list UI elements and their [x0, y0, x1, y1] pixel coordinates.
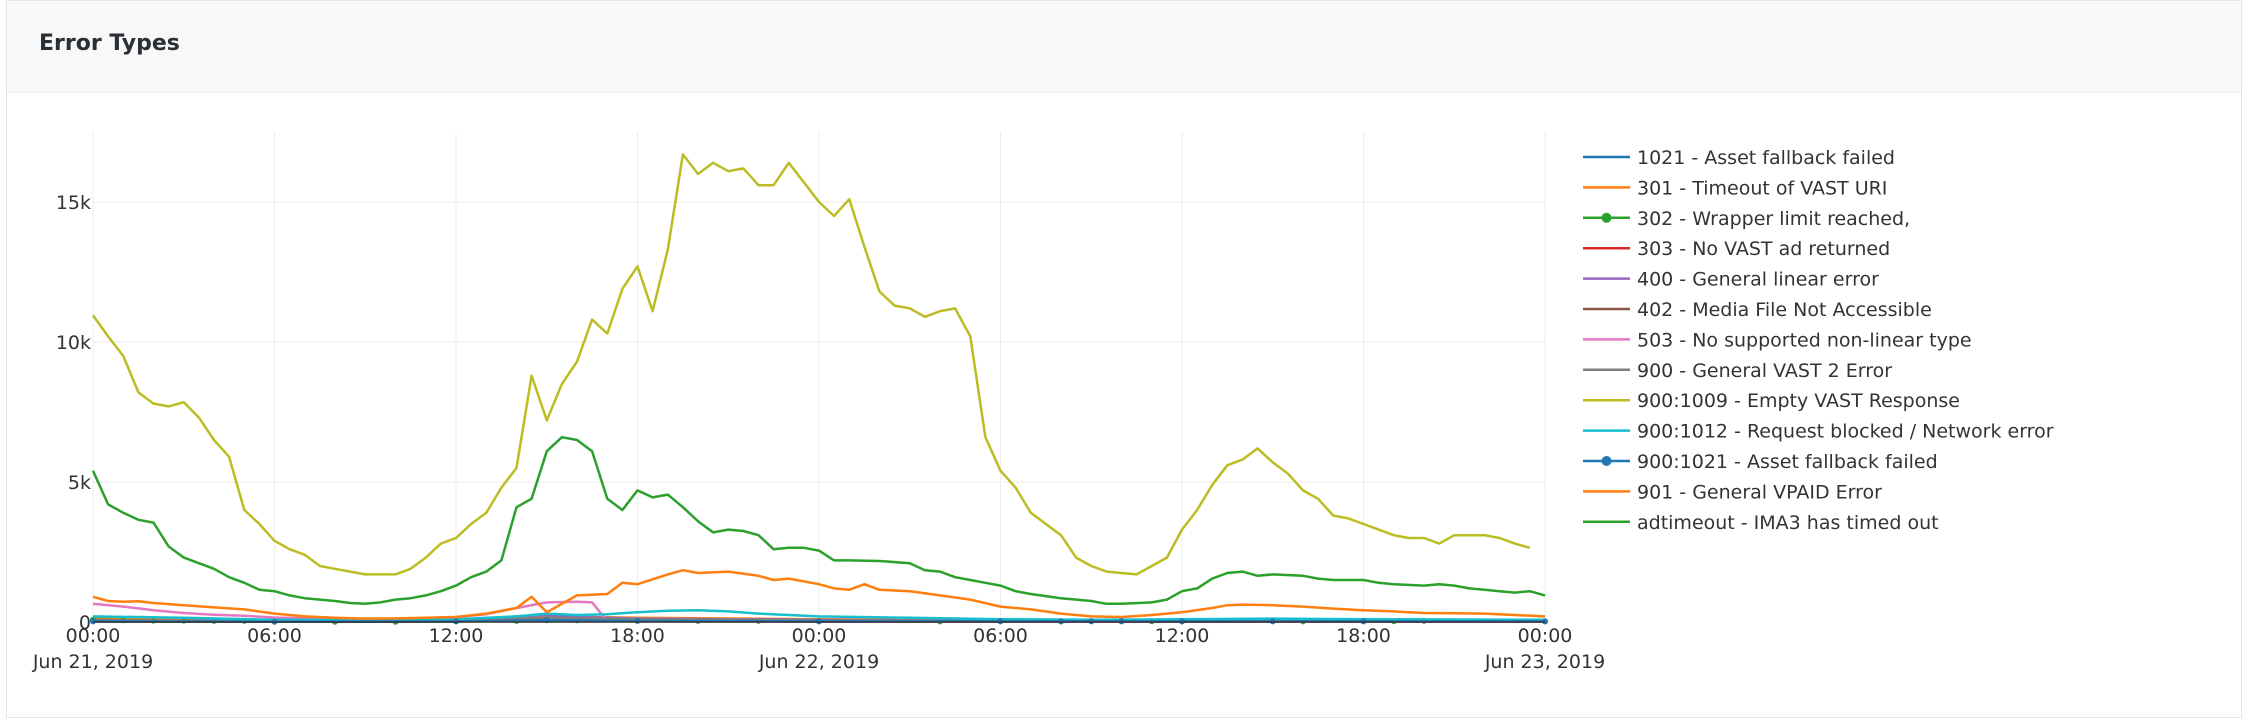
legend-item[interactable]: 303 - No VAST ad returned — [1583, 238, 1890, 260]
legend-item[interactable]: 901 - General VPAID Error — [1583, 481, 1882, 503]
x-tick-label: 12:00 — [429, 625, 484, 647]
legend-item[interactable]: 900 - General VAST 2 Error — [1583, 360, 1892, 382]
legend-item[interactable]: 301 - Timeout of VAST URI — [1583, 177, 1887, 199]
panel-header: Error Types — [7, 1, 2241, 93]
x-tick-label: 12:00 — [1155, 625, 1210, 647]
chart-grid — [92, 132, 1546, 622]
legend-marker — [1601, 456, 1612, 466]
x-tick-label: 18:00 — [610, 625, 665, 647]
series-point — [634, 617, 641, 624]
legend-label: 900:1009 - Empty VAST Response — [1637, 390, 1960, 412]
x-tick-date-label: Jun 21, 2019 — [32, 651, 153, 673]
series-line — [91, 153, 1531, 576]
chart-axes: 00:00 Jun 21, 2019 06:00 12:00 18:00 00:00 Jun… — [32, 192, 1605, 673]
series-point — [1088, 618, 1095, 625]
y-tick-label: 15k — [56, 192, 91, 214]
legend-label: 900:1021 - Asset fallback failed — [1637, 451, 1938, 473]
legend-label: 301 - Timeout of VAST URI — [1637, 177, 1887, 199]
series-line — [92, 568, 1546, 620]
chart-legend: 1021 - Asset fallback failed 301 - Timeou… — [1583, 147, 2054, 534]
legend-label: 303 - No VAST ad returned — [1637, 238, 1890, 260]
y-tick-label: 5k — [68, 472, 91, 494]
x-tick-date-label: Jun 23, 2019 — [1484, 651, 1605, 673]
legend-item[interactable]: 402 - Media File Not Accessible — [1583, 299, 1932, 321]
legend-label: 901 - General VPAID Error — [1637, 481, 1882, 503]
series-line — [92, 608, 1546, 622]
x-tick-label: 18:00 — [1336, 625, 1391, 647]
legend-label: adtimeout - IMA3 has timed out — [1637, 512, 1939, 534]
x-tick-label: 06:00 — [973, 625, 1028, 647]
legend-item[interactable]: 302 - Wrapper limit reached, — [1583, 208, 1910, 230]
panel-title: Error Types — [39, 31, 180, 56]
x-tick-label: 00:00 — [66, 625, 121, 647]
legend-marker — [1601, 212, 1612, 223]
legend-item[interactable]: 900:1021 - Asset fallback failed — [1583, 451, 1938, 473]
legend-label: 900:1012 - Request blocked / Network err… — [1637, 421, 2054, 443]
y-tick-label: 10k — [56, 332, 91, 354]
x-tick-label: 00:00 — [1518, 625, 1573, 647]
legend-label: 503 - No supported non-linear type — [1637, 329, 1972, 351]
x-tick-label: 00:00 — [792, 625, 847, 647]
legend-item[interactable]: adtimeout - IMA3 has timed out — [1583, 512, 1939, 534]
x-tick-label: 06:00 — [247, 625, 302, 647]
legend-label: 302 - Wrapper limit reached, — [1637, 208, 1910, 230]
legend-label: 400 - General linear error — [1637, 269, 1879, 291]
legend-label: 402 - Media File Not Accessible — [1637, 299, 1932, 321]
legend-item[interactable]: 503 - No supported non-linear type — [1583, 329, 1972, 351]
y-tick-label: 0 — [79, 612, 91, 634]
legend-item[interactable]: 900:1012 - Request blocked / Network err… — [1583, 421, 2054, 443]
legend-item[interactable]: 400 - General linear error — [1583, 269, 1879, 291]
legend-item[interactable]: 900:1009 - Empty VAST Response — [1583, 390, 1960, 412]
legend-label: 1021 - Asset fallback failed — [1637, 147, 1895, 169]
legend-item[interactable]: 1021 - Asset fallback failed — [1583, 147, 1895, 169]
legend-label: 900 - General VAST 2 Error — [1637, 360, 1892, 382]
series-line — [91, 435, 1546, 606]
x-tick-date-label: Jun 22, 2019 — [758, 651, 879, 673]
error-types-panel: Error Types — [6, 0, 2242, 718]
